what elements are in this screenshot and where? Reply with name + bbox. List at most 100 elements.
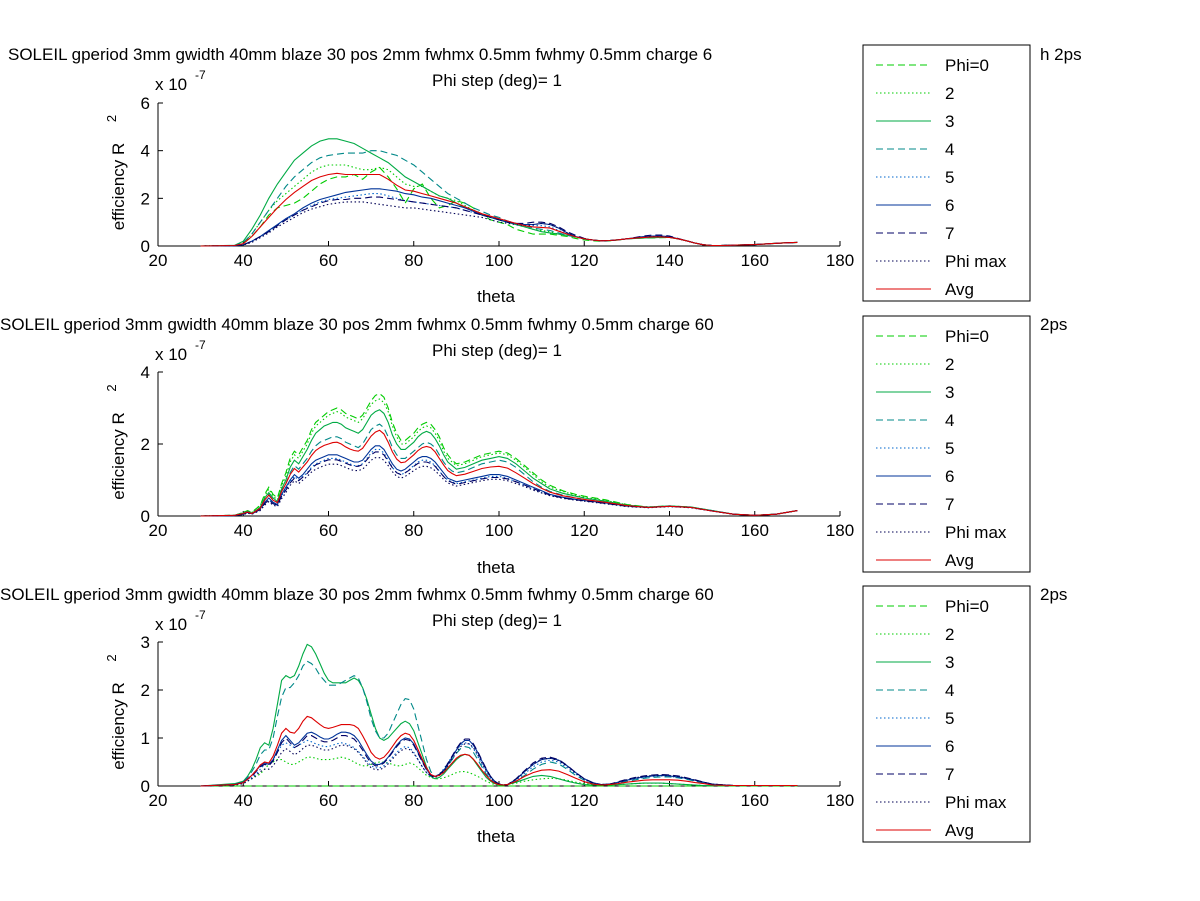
x-tick-label: 100 [485,251,513,270]
x-tick-label: 120 [570,791,598,810]
y-axis-label-group: efficiency R 2 [104,384,128,499]
y-tick-label: 3 [141,633,150,652]
series-line-phi-0 [200,392,798,517]
series-line-4 [200,423,798,517]
x-tick-label: 180 [826,791,854,810]
x-tick-label: 80 [404,251,423,270]
x-tick-label: 60 [319,251,338,270]
legend-label: Phi max [945,523,1007,542]
series-line-avg [200,172,798,247]
y-multiplier: x 10 [155,75,187,94]
legend: Phi=0 2 3 4 5 6 7 Phi max Avg [862,585,1031,843]
legend-box [862,44,1031,302]
legend-label: Avg [945,551,974,570]
y-axis-label: efficiency R [109,682,128,770]
subplot-3: 20 40 60 80 100 120 140 160 180 0 1 2 3 x 10 -7 SOLEIL … [0,585,1067,846]
y-tick-label: 6 [141,94,150,113]
x-tick-label: 40 [234,251,253,270]
x-tick-label: 140 [655,521,683,540]
series-line-phi-max [200,457,798,517]
chart-subtitle: Phi step (deg)= 1 [432,341,562,360]
chart-title-tail: 2ps [1040,315,1067,334]
chart-title-tail: h 2ps [1040,45,1082,64]
x-tick-label: 160 [741,521,769,540]
chart-subtitle: Phi step (deg)= 1 [432,71,562,90]
x-tick-label: 20 [149,251,168,270]
legend-label: 6 [945,737,954,756]
x-tick-label: 80 [404,791,423,810]
x-tick-label: 120 [570,521,598,540]
y-tick-label: 0 [141,237,150,256]
legend-label: 2 [945,625,954,644]
chart-title-tail: 2ps [1040,585,1067,604]
legend-label: Avg [945,821,974,840]
x-tick-label: 100 [485,791,513,810]
y-multiplier: x 10 [155,345,187,364]
x-axis-label: theta [477,558,515,577]
series-line-avg [200,715,798,787]
y-tick-label: 2 [141,189,150,208]
y-axis-label-superscript: 2 [104,384,119,391]
legend-label: 5 [945,168,954,187]
legend-label: 6 [945,467,954,486]
y-axis-label: efficiency R [109,143,128,231]
legend-label: Phi max [945,793,1007,812]
x-tick-label: 180 [826,521,854,540]
y-tick-label: 0 [141,777,150,796]
legend-label: 4 [945,140,954,159]
legend-label: 5 [945,709,954,728]
x-tick-label: 180 [826,251,854,270]
legend-label: 5 [945,439,954,458]
series-line-7 [200,451,798,517]
x-tick-label: 100 [485,521,513,540]
x-axis-label: theta [477,827,515,846]
y-axis-label-group: efficiency R 2 [104,654,128,769]
x-tick-label: 80 [404,521,423,540]
y-multiplier-exponent: -7 [195,338,206,352]
legend-label: Avg [945,280,974,299]
series-line-3 [200,643,798,787]
legend-box [862,585,1031,843]
y-tick-label: 0 [141,507,150,526]
series-line-phi-0 [200,166,798,247]
legend-label: 4 [945,681,954,700]
legend-label: Phi=0 [945,597,989,616]
chart-subtitle: Phi step (deg)= 1 [432,611,562,630]
y-multiplier-exponent: -7 [195,68,206,82]
legend-label: 7 [945,765,954,784]
legend-label: Phi=0 [945,56,989,75]
legend-box [862,315,1031,573]
x-tick-label: 140 [655,251,683,270]
legend: Phi=0 2 3 4 5 6 7 Phi max Avg [862,44,1031,302]
legend-label: 6 [945,196,954,215]
y-tick-label: 4 [141,142,150,161]
subplot-2: 20 40 60 80 100 120 140 160 180 0 2 4 x 10 -7 SOLEIL g… [0,315,1067,577]
x-tick-label: 160 [741,791,769,810]
legend-label: 2 [945,355,954,374]
subplot-1: 20 40 60 80 100 120 140 160 180 0 2 4 6 x 10 -7 SOLEIL … [8,44,1082,306]
x-tick-label: 160 [741,251,769,270]
y-multiplier: x 10 [155,615,187,634]
y-axis-label-group: efficiency R 2 [104,115,128,230]
y-axis-label: efficiency R [109,412,128,500]
legend-label: 2 [945,84,954,103]
series-line-6 [200,445,798,517]
x-tick-label: 20 [149,521,168,540]
legend: Phi=0 2 3 4 5 6 7 Phi max Avg [862,315,1031,573]
y-tick-label: 4 [141,363,150,382]
series-line-avg [200,429,798,517]
chart-title: SOLEIL gperiod 3mm gwidth 40mm blaze 30 … [8,45,712,64]
series-line-7 [200,735,798,787]
legend-label: 7 [945,495,954,514]
y-tick-label: 2 [141,681,150,700]
x-tick-label: 40 [234,791,253,810]
legend-label: 3 [945,112,954,131]
legend-label: 4 [945,411,954,430]
x-tick-label: 20 [149,791,168,810]
x-tick-label: 120 [570,251,598,270]
y-multiplier-exponent: -7 [195,608,206,622]
series-line-5 [200,448,798,517]
y-tick-label: 2 [141,435,150,454]
